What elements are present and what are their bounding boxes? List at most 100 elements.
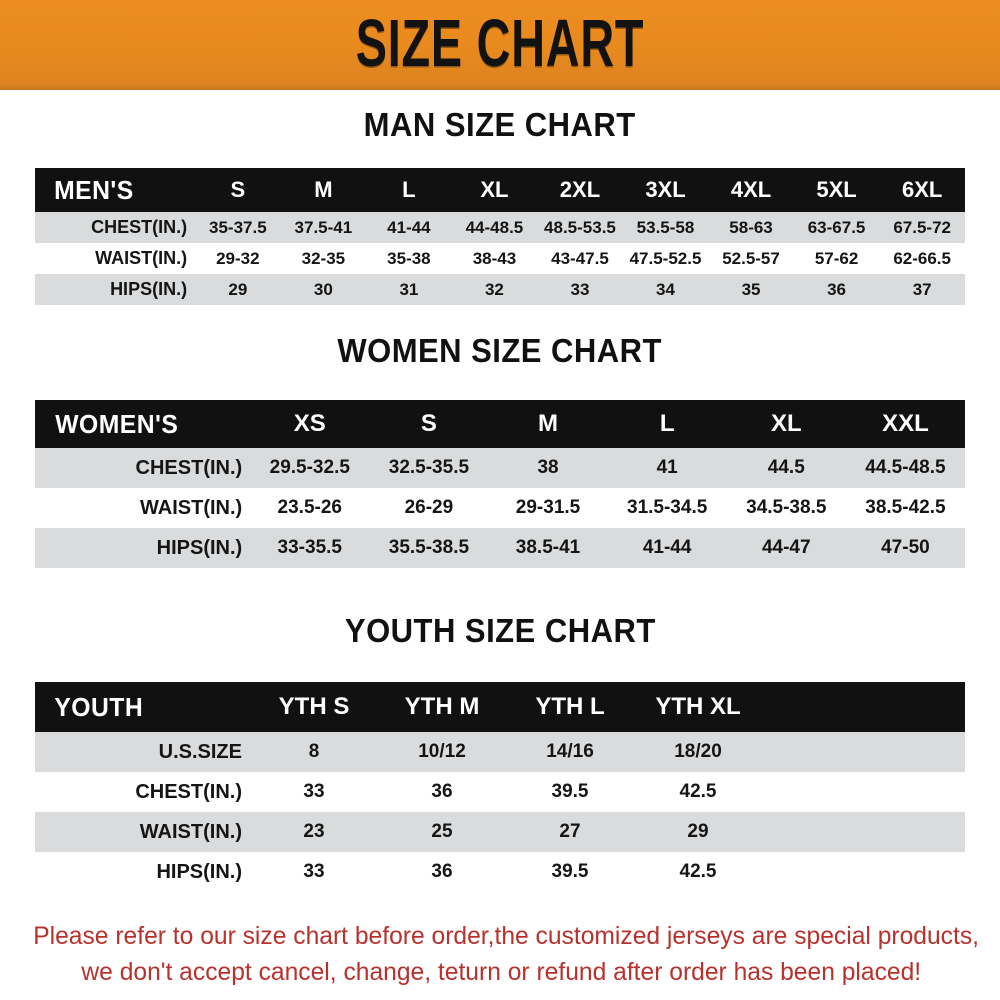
row-label-hips: HIPS(IN.): [156, 860, 242, 883]
column-header-xl: XL: [726, 400, 846, 448]
banner-title: SIZE CHART: [0, 10, 1000, 77]
cell: 35: [741, 279, 761, 299]
row-label-chest: CHEST(IN.): [135, 456, 243, 479]
cell: 41: [656, 457, 678, 478]
table-row: WAIST(IN.) 23.5-26 26-29 29-31.5 31.5-34…: [35, 488, 965, 528]
cell: 33: [303, 861, 325, 882]
cell: 38: [537, 457, 559, 478]
cell: 52.5-57: [722, 248, 780, 268]
cell: 48.5-53.5: [544, 217, 616, 237]
banner-title-text: SIZE CHART: [355, 5, 645, 81]
cell: 25: [431, 821, 453, 842]
column-header-s: S: [369, 400, 489, 448]
cell-spacer: [762, 732, 965, 772]
table-row: CHEST(IN.) 35-37.5 37.5-41 41-44 44-48.5…: [35, 212, 965, 243]
column-header-m: M: [488, 400, 608, 448]
cell: 29: [687, 821, 709, 842]
column-header-2xl: 2XL: [537, 168, 623, 212]
column-header-yth-xl: YTH XL: [634, 682, 762, 732]
youth-corner-label: YOUTH: [35, 682, 250, 732]
cell: 44-48.5: [465, 217, 524, 237]
column-header-yth-m: YTH M: [378, 682, 506, 732]
table-row: HIPS(IN.) 33-35.5 35.5-38.5 38.5-41 41-4…: [35, 528, 965, 568]
cell: 8: [308, 741, 320, 762]
cell: 32: [484, 279, 504, 299]
cell: 29: [228, 279, 248, 299]
cell: 33: [303, 781, 325, 802]
cell: 47-50: [881, 537, 930, 558]
page-banner: SIZE CHART: [0, 0, 1000, 90]
cell: 67.5-72: [893, 217, 951, 237]
cell: 57-62: [814, 248, 859, 268]
footer-line-1: Please refer to our size chart before or…: [33, 922, 980, 950]
table-row: CHEST(IN.) 33 36 39.5 42.5: [35, 772, 965, 812]
cell: 42.5: [679, 781, 717, 802]
youth-section-title: YOUTH SIZE CHART: [344, 612, 656, 649]
footer-line-2: we don't accept cancel, change, teturn o…: [81, 958, 921, 986]
cell: 47.5-52.5: [629, 248, 702, 268]
cell: 41-44: [387, 217, 431, 237]
women-section-title: WOMEN SIZE CHART: [337, 332, 663, 369]
cell: 58-63: [729, 217, 773, 237]
cell: 37.5-41: [294, 217, 353, 237]
cell: 41-44: [642, 537, 692, 558]
cell: 31: [399, 279, 419, 299]
cell: 39.5: [551, 781, 589, 802]
cell: 33-35.5: [277, 537, 342, 558]
cell-spacer: [762, 772, 965, 812]
cell: 29.5-32.5: [269, 457, 350, 478]
row-label-waist: WAIST(IN.): [95, 248, 188, 268]
column-header-s: S: [195, 168, 281, 212]
man-corner-label: MEN'S: [35, 168, 196, 212]
cell: 14/16: [546, 741, 594, 762]
column-header-l: L: [607, 400, 727, 448]
cell: 32-35: [301, 248, 346, 268]
cell: 29-32: [216, 248, 260, 268]
cell: 44-47: [761, 537, 811, 558]
column-header-xl: XL: [451, 168, 538, 212]
man-section-title: MAN SIZE CHART: [364, 106, 636, 143]
cell: 38.5-42.5: [865, 497, 946, 518]
column-header-xxl: XXL: [845, 400, 965, 448]
row-label-hips: HIPS(IN.): [156, 536, 243, 559]
cell: 36: [827, 279, 847, 299]
cell: 23: [303, 821, 325, 842]
table-row: HIPS(IN.) 33 36 39.5 42.5: [35, 852, 965, 892]
cell: 35-38: [387, 248, 431, 268]
women-size-table: WOMEN'S XS S M L XL XXL CHEST(IN.) 29.5-…: [35, 400, 965, 568]
column-header-6xl: 6XL: [879, 168, 965, 212]
column-header-4xl: 4XL: [708, 168, 794, 212]
row-label-waist: WAIST(IN.): [139, 820, 242, 843]
cell: 44.5: [767, 457, 805, 478]
cell: 43-47.5: [551, 248, 609, 268]
column-header-yth-s: YTH S: [250, 682, 378, 732]
table-row: U.S.SIZE 8 10/12 14/16 18/20: [35, 732, 965, 772]
cell: 34.5-38.5: [746, 497, 827, 518]
cell: 37: [912, 279, 932, 299]
column-header-3xl: 3XL: [622, 168, 709, 212]
row-label-chest: CHEST(IN.): [91, 217, 188, 237]
table-row: WAIST(IN.) 23 25 27 29: [35, 812, 965, 852]
table-header-row: YOUTH YTH S YTH M YTH L YTH XL: [35, 682, 965, 732]
row-label-waist: WAIST(IN.): [140, 496, 243, 519]
cell: 34: [656, 279, 675, 299]
cell: 44.5-48.5: [865, 457, 946, 478]
women-corner-label: WOMEN'S: [35, 400, 251, 448]
table-header-row: WOMEN'S XS S M L XL XXL: [35, 400, 965, 448]
cell: 32.5-35.5: [388, 457, 470, 478]
cell: 29-31.5: [515, 497, 581, 518]
column-header-yth-l: YTH L: [506, 682, 634, 732]
row-label-us-size: U.S.SIZE: [158, 740, 242, 763]
man-size-table: MEN'S S M L XL 2XL 3XL 4XL 5XL 6XL CHEST…: [35, 168, 965, 305]
row-label-hips: HIPS(IN.): [110, 279, 188, 299]
header-spacer: [762, 682, 965, 732]
cell: 35.5-38.5: [388, 537, 470, 558]
cell: 62-66.5: [893, 248, 951, 268]
cell: 39.5: [551, 861, 589, 882]
column-header-l: L: [366, 168, 452, 212]
table-row: HIPS(IN.) 29 30 31 32 33 34 35 36 37: [35, 274, 965, 305]
table-row: CHEST(IN.) 29.5-32.5 32.5-35.5 38 41 44.…: [35, 448, 965, 488]
cell: 33: [570, 279, 590, 299]
cell: 38.5-41: [515, 537, 581, 558]
